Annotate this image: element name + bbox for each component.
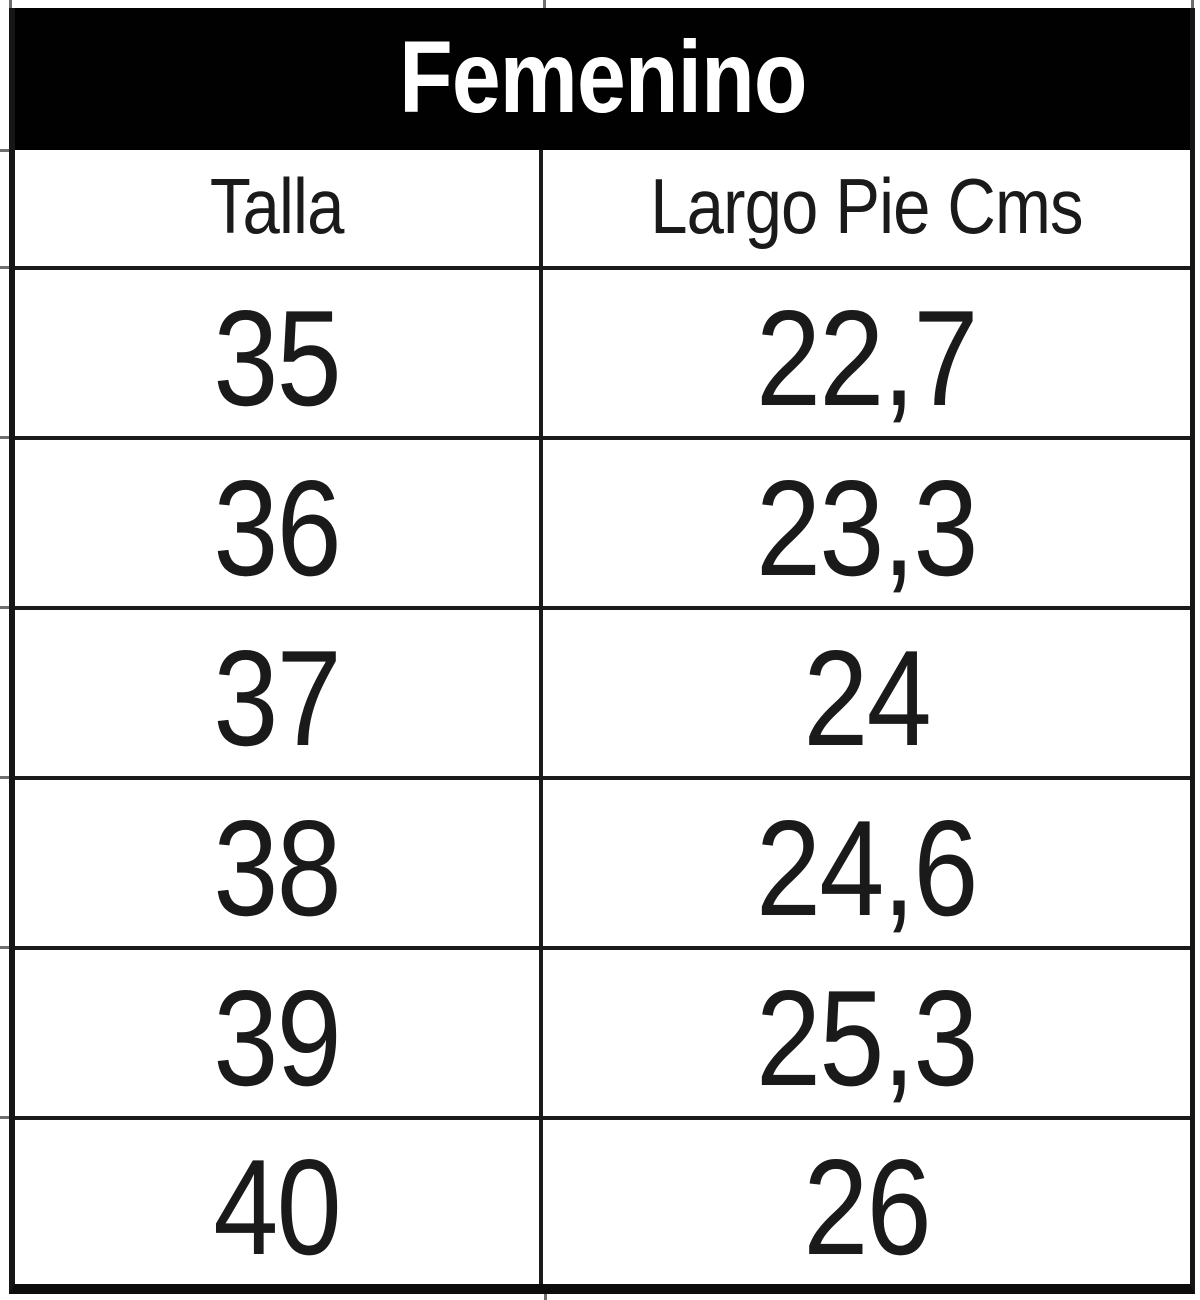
table-title: Femenino (398, 19, 807, 134)
cell-largo-40: 26 (543, 1120, 1190, 1284)
gridline-stub (0, 606, 9, 609)
size-table: Femenino Talla Largo Pie Cms 35 22,7 36 … (9, 8, 1195, 1294)
table-row-40: 40 26 (15, 1120, 1190, 1284)
value-talla-39: 39 (213, 962, 342, 1114)
cell-largo-39: 25,3 (543, 950, 1190, 1116)
table-title-band: Femenino (15, 8, 1190, 150)
table-row-35: 35 22,7 (15, 270, 1190, 440)
value-talla-38: 38 (213, 792, 342, 944)
gridline-stub (544, 1294, 547, 1300)
value-largo-40: 26 (803, 1131, 931, 1283)
value-talla-36: 36 (213, 452, 342, 604)
table-row-38: 38 24,6 (15, 780, 1190, 950)
cell-largo-36: 23,3 (543, 440, 1190, 606)
gridline-stub (0, 776, 9, 779)
cell-largo-38: 24,6 (543, 780, 1190, 946)
value-largo-36: 23,3 (756, 452, 978, 604)
cell-talla-40: 40 (15, 1120, 543, 1284)
column-header-largo-pie-cms-label: Largo Pie Cms (650, 161, 1083, 250)
table-header-row: Talla Largo Pie Cms (15, 150, 1190, 270)
value-talla-40: 40 (213, 1131, 342, 1283)
value-largo-35: 22,7 (756, 282, 978, 434)
cell-largo-37: 24 (543, 610, 1190, 776)
cell-talla-38: 38 (15, 780, 543, 946)
value-talla-37: 37 (213, 622, 342, 774)
gridline-stub (0, 946, 9, 949)
gridline-stub (543, 0, 546, 8)
gridline-stub (0, 1116, 9, 1119)
cell-talla-37: 37 (15, 610, 543, 776)
column-header-largo-pie-cms: Largo Pie Cms (543, 150, 1190, 266)
gridline-stub (9, 0, 12, 8)
table-row-39: 39 25,3 (15, 950, 1190, 1120)
value-talla-35: 35 (213, 282, 342, 434)
gridline-stub (0, 436, 9, 439)
cell-largo-35: 22,7 (543, 270, 1190, 436)
table-row-36: 36 23,3 (15, 440, 1190, 610)
cell-talla-35: 35 (15, 270, 543, 436)
value-largo-37: 24 (803, 622, 931, 774)
column-header-talla: Talla (15, 150, 543, 266)
gridline-stub (0, 149, 9, 152)
gridline-stub (1191, 0, 1194, 8)
value-largo-39: 25,3 (756, 962, 978, 1114)
gridline-stub (0, 266, 9, 269)
table-row-37: 37 24 (15, 610, 1190, 780)
cell-talla-39: 39 (15, 950, 543, 1116)
cell-talla-36: 36 (15, 440, 543, 606)
column-header-talla-label: Talla (210, 161, 345, 250)
value-largo-38: 24,6 (756, 792, 978, 944)
